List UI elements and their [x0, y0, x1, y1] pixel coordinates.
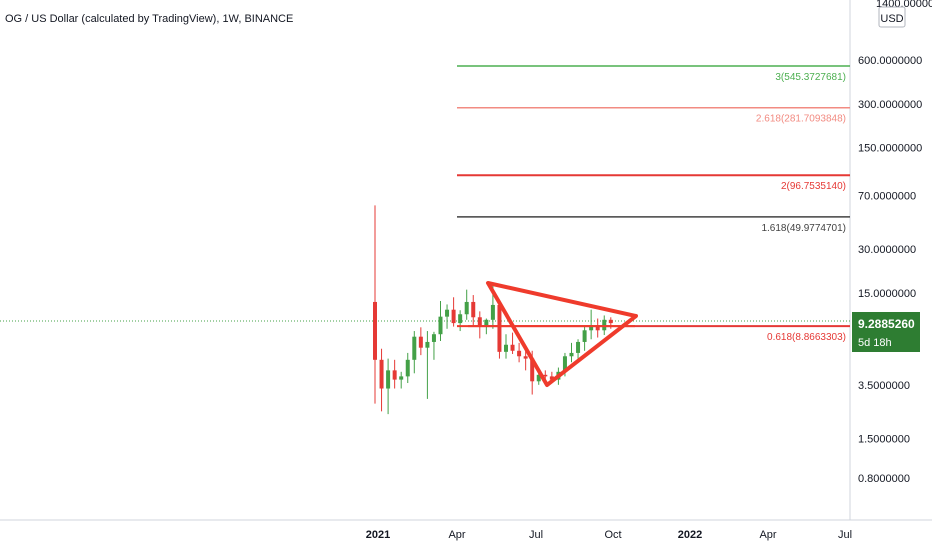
- candle-body: [412, 336, 417, 360]
- candle-body: [445, 309, 450, 317]
- candle-body: [392, 370, 397, 380]
- candle-body: [504, 344, 508, 352]
- candle-body: [373, 301, 377, 360]
- candle-body: [477, 317, 482, 326]
- currency-label: USD: [880, 13, 903, 25]
- candle-body: [490, 304, 495, 320]
- time-tick-label: Apr: [759, 529, 776, 541]
- candle-body: [523, 356, 528, 359]
- price-tick-label: 600.0000000: [858, 55, 922, 67]
- candle-body: [576, 341, 581, 353]
- candle-body: [379, 359, 384, 389]
- time-tick-label: 2021: [366, 529, 390, 541]
- time-tick-label: Oct: [604, 529, 621, 541]
- candle-body: [431, 334, 436, 342]
- candle-body: [386, 370, 391, 389]
- candle-body: [602, 319, 607, 331]
- time-tick-label: 2022: [678, 529, 702, 541]
- fib-level-label: 2(96.7535140): [781, 181, 846, 192]
- last-price-value: 9.2885260: [858, 317, 915, 331]
- price-tick-label: 70.0000000: [858, 191, 916, 203]
- candle-body: [549, 376, 554, 380]
- chart-title: OG / US Dollar (calculated by TradingVie…: [5, 13, 293, 25]
- currency-button[interactable]: USD: [878, 6, 906, 28]
- fib-level-label: 3(545.3727681): [775, 72, 846, 83]
- fib-level-label: 2.618(281.7093848): [756, 114, 846, 125]
- candle-body: [458, 314, 463, 324]
- price-tick-label: 30.0000000: [858, 244, 916, 256]
- time-tick-label: Jul: [838, 529, 852, 541]
- candlestick-series: [373, 205, 613, 415]
- candle-body: [608, 319, 613, 324]
- price-tick-label: 0.8000000: [858, 473, 910, 485]
- price-tick-label: 1.5000000: [858, 433, 910, 445]
- candle-body: [562, 356, 567, 372]
- candle-body: [582, 330, 587, 342]
- last-price-countdown: 5d 18h: [858, 337, 892, 349]
- candle-body: [517, 350, 522, 357]
- candle-body: [589, 325, 594, 331]
- candle-body: [399, 376, 404, 380]
- candle-body: [536, 374, 541, 382]
- candle-body: [425, 341, 430, 348]
- fib-level-label: 1.618(49.9774701): [761, 223, 846, 234]
- fib-level-label: 0.618(8.8663303): [767, 332, 846, 343]
- candle-body: [543, 374, 548, 377]
- user-drawings[interactable]: [457, 281, 638, 387]
- candle-body: [471, 301, 476, 318]
- time-axis[interactable]: 2021 Apr Jul Oct 2022 Apr Jul: [366, 529, 852, 541]
- candle-body: [484, 319, 489, 326]
- candle-body: [569, 352, 574, 357]
- price-tick-label: 15.0000000: [858, 288, 916, 300]
- candle-body: [405, 359, 410, 377]
- price-scale[interactable]: 600.0000000 300.0000000 150.0000000 70.0000…: [858, 55, 922, 485]
- candle-body: [595, 325, 600, 331]
- candle-body: [451, 309, 456, 324]
- last-price-badge: 9.2885260 5d 18h: [852, 312, 920, 352]
- time-tick-label: Apr: [448, 529, 465, 541]
- price-scale-top-partial: 1400.0000000: [876, 0, 932, 10]
- price-tick-label: 3.5000000: [858, 380, 910, 392]
- candle-body: [464, 301, 469, 315]
- candle-body: [510, 344, 515, 351]
- price-tick-label: 300.0000000: [858, 99, 922, 111]
- candle-body: [418, 336, 423, 348]
- candle-body: [530, 358, 535, 382]
- candle-body: [438, 316, 443, 335]
- price-tick-label: 150.0000000: [858, 143, 922, 155]
- candle-body: [497, 304, 502, 352]
- triangle-pattern-drawing[interactable]: [486, 281, 638, 387]
- time-tick-label: Jul: [529, 529, 543, 541]
